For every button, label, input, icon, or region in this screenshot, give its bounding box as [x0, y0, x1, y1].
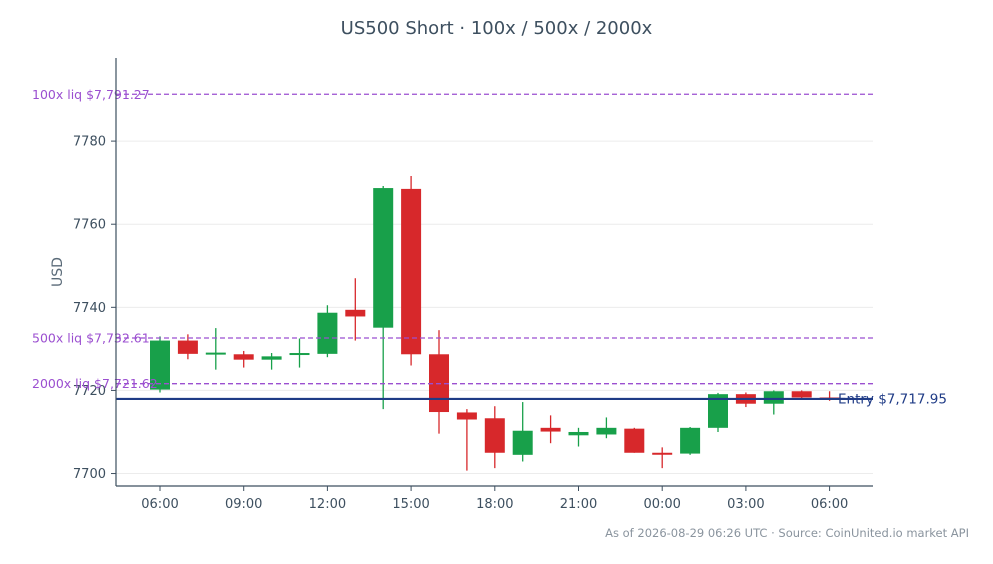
candle-body-down: [233, 354, 254, 360]
candle-body-down: [177, 340, 198, 354]
x-tick-label: 09:00: [225, 497, 262, 512]
candle-body-up: [568, 431, 589, 436]
candle-body-up: [596, 427, 617, 435]
candle-body-up: [150, 340, 170, 390]
liquidation-label: 500x liq $7,732.61: [32, 331, 150, 346]
candle-body-up: [373, 188, 394, 328]
candle-body-up: [512, 430, 533, 455]
x-tick-label: 00:00: [643, 497, 680, 512]
x-tick-label: 15:00: [392, 497, 429, 512]
y-tick-label: 7760: [73, 218, 106, 233]
x-tick-label: 06:00: [811, 497, 848, 512]
y-tick-label: 7780: [73, 135, 106, 150]
candle-body-up: [763, 391, 784, 404]
candle-body-down: [624, 428, 645, 453]
entry-label: Entry $7,717.95: [838, 391, 947, 407]
candle-body-down: [401, 188, 422, 355]
candle-body-up: [261, 356, 282, 360]
x-tick-label: 21:00: [560, 497, 597, 512]
x-tick-label: 18:00: [476, 497, 513, 512]
y-tick-label: 7700: [73, 467, 106, 482]
y-axis-label: USD: [50, 257, 66, 287]
x-tick-label: 06:00: [141, 497, 178, 512]
x-tick-label: 03:00: [727, 497, 764, 512]
liquidation-label: 2000x liq $7,721.62: [32, 376, 158, 391]
candle-body-down: [791, 391, 812, 398]
candle-body-up: [708, 394, 728, 428]
candle-body-up: [205, 352, 226, 355]
candle-body-down: [456, 412, 477, 420]
y-tick-label: 7720: [73, 384, 106, 399]
candle-body-up: [680, 427, 701, 454]
candle-body-down: [652, 452, 673, 455]
y-tick-label: 7740: [73, 301, 106, 316]
chart-title: US500 Short · 100x / 500x / 2000x: [340, 18, 653, 39]
source-footer: As of 2026-08-29 06:26 UTC · Source: Coi…: [605, 526, 969, 540]
x-tick-label: 12:00: [309, 497, 346, 512]
candle-body-up: [317, 312, 338, 354]
candle-body-down: [345, 309, 366, 317]
liquidation-label: 100x liq $7,791.27: [32, 87, 150, 102]
candle-body-up: [289, 353, 310, 356]
candle-body-down: [540, 427, 561, 432]
candle-body-down: [484, 418, 505, 453]
